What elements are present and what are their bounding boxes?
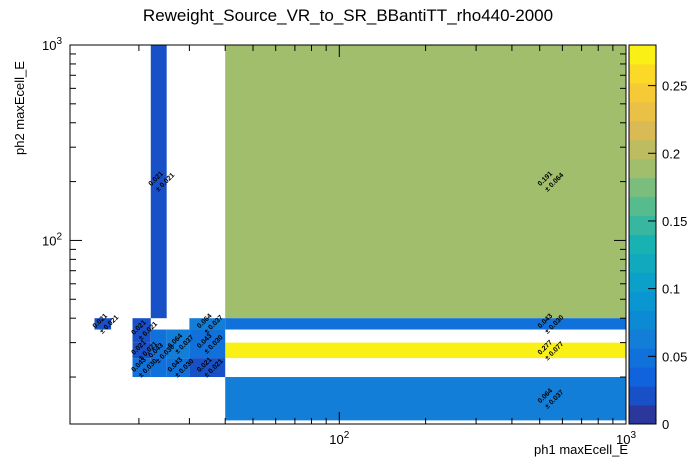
colorbar-band — [629, 120, 656, 141]
chart-title: Reweight_Source_VR_to_SR_BBantiTT_rho440… — [142, 6, 554, 25]
heatmap-cell — [225, 377, 626, 421]
colorbar-band — [629, 386, 656, 406]
heatmap-cell — [132, 358, 151, 378]
y-tick-label: 103 — [42, 36, 62, 53]
colorbar-band — [629, 348, 656, 368]
colorbar: 0 0.05 0.1 0.15 0.2 0.25 — [628, 44, 687, 432]
heatmap-cell — [225, 342, 626, 359]
colorbar-tick-label: 0.25 — [662, 79, 687, 94]
colorbar-band — [629, 215, 656, 235]
heatmap-cell — [150, 329, 167, 378]
colorbar-band — [629, 310, 656, 330]
colorbar-band — [629, 45, 656, 65]
colorbar-band — [629, 291, 656, 311]
heatmap-cell — [166, 329, 190, 359]
heatmap-cell — [225, 45, 626, 319]
heatmap-cell — [94, 318, 112, 330]
heatmap-cell — [189, 358, 226, 378]
colorbar-band — [629, 329, 656, 349]
heatmap-cell — [189, 329, 226, 359]
heatmap-cell — [225, 318, 626, 330]
heatmap-cell — [166, 358, 190, 378]
colorbar-tick-label: 0.15 — [662, 214, 687, 229]
colorbar-tick-label: 0.05 — [662, 349, 687, 364]
colorbar-band — [629, 82, 656, 103]
colorbar-tick-label: 0 — [662, 417, 669, 432]
y-tick-label: 102 — [42, 231, 62, 248]
colorbar-tick-label: 0.2 — [662, 146, 680, 161]
colorbar-tick-label: 0.1 — [662, 282, 680, 297]
colorbar-band — [629, 272, 656, 292]
colorbar-band — [629, 253, 656, 273]
colorbar-band — [629, 234, 656, 254]
colorbar-band — [629, 101, 656, 122]
x-tick-label: 103 — [616, 430, 636, 447]
colorbar-frame — [628, 44, 657, 425]
colorbar-band — [629, 196, 656, 217]
colorbar-band — [629, 63, 656, 84]
colorbar-band — [629, 367, 656, 387]
colorbar-band — [629, 139, 656, 160]
heatmap-cell — [132, 342, 151, 359]
colorbar-band — [629, 158, 656, 179]
heatmap-cell — [150, 45, 167, 319]
heatmap-cells — [94, 45, 626, 421]
x-tick-label: 102 — [329, 430, 349, 447]
colorbar-band — [629, 405, 656, 425]
plot-frame — [69, 44, 627, 425]
x-axis-label: ph1 maxEcell_E — [534, 442, 628, 457]
heatmap-cell — [189, 318, 226, 330]
axis-ticks — [70, 44, 627, 424]
y-axis-label: ph2 maxEcell_E — [12, 61, 27, 155]
colorbar-band — [629, 177, 656, 198]
heatmap-cell — [132, 318, 151, 343]
